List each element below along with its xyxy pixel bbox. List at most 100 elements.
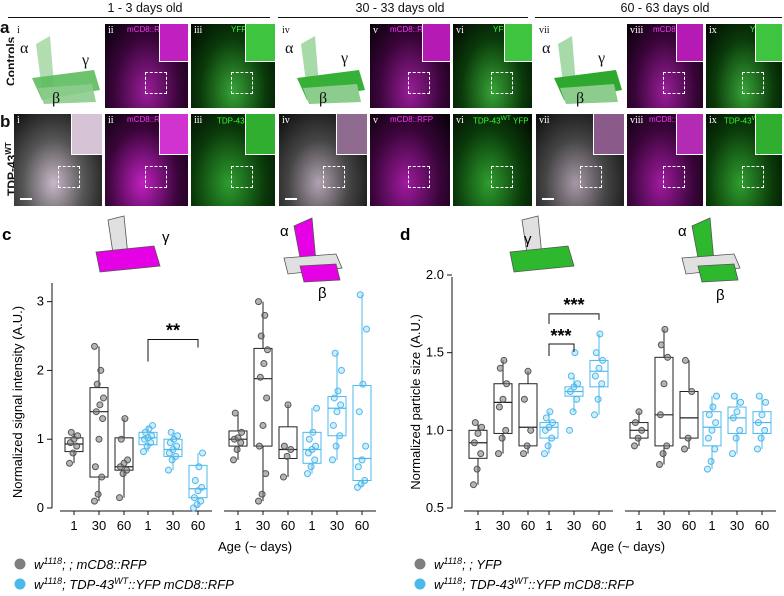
data-point: [688, 388, 696, 395]
data-point: [264, 346, 271, 354]
y-tick-label: 1.0: [426, 422, 444, 437]
data-point: [659, 450, 667, 458]
data-point: [599, 356, 607, 364]
data-point: [754, 419, 762, 427]
data-point: [149, 421, 156, 429]
data-point: [309, 428, 317, 436]
significance-bracket: [548, 313, 600, 324]
channel-label: mCD8::RFP: [653, 25, 697, 34]
significance-label: ***: [563, 295, 584, 315]
data-point: [729, 414, 737, 422]
panel-label-ix: ix: [709, 115, 717, 126]
data-point: [140, 448, 147, 456]
panel-label-vii: vii: [539, 115, 550, 126]
x-tick-label: 1: [635, 518, 642, 533]
panel-b-iii: iii TDP-43WT YFP: [191, 114, 275, 206]
data-point: [704, 465, 711, 473]
data-point: [520, 395, 528, 403]
beta-label: β: [576, 90, 585, 107]
data-point: [762, 398, 770, 406]
panel-a-schematic-vii: vii α γ β: [536, 24, 624, 108]
data-point: [705, 411, 713, 419]
panel-c-letter: c: [2, 225, 11, 244]
header-rule-2: [278, 17, 528, 18]
mushroom-body-schematic: [32, 36, 100, 104]
data-point: [354, 463, 362, 471]
y-tick-label: 3: [37, 294, 44, 309]
data-point: [713, 392, 720, 400]
data-point: [736, 426, 744, 434]
data-point: [470, 481, 477, 489]
panel-b-viii: viii mCD8::RFP: [627, 114, 703, 206]
data-point: [498, 434, 506, 442]
data-point: [69, 449, 77, 457]
data-point: [596, 330, 604, 338]
data-point: [233, 446, 241, 454]
alpha-label: α: [280, 223, 289, 240]
panel-label-vi: vi: [456, 115, 464, 126]
channel-label: TDP-43WT YFP: [473, 115, 529, 126]
y-tick-label: 2.0: [426, 267, 444, 282]
header-rule-3: [535, 17, 782, 18]
panel-label-iii: iii: [194, 115, 203, 126]
data-point: [304, 470, 311, 478]
significance-label: **: [166, 320, 180, 340]
header-col2: 30 - 33 days old: [355, 1, 445, 15]
legend-d-grey: w1118; ; YFP: [434, 556, 502, 572]
data-point: [93, 380, 101, 388]
data-point: [707, 457, 715, 465]
data-point: [499, 395, 507, 403]
data-point: [363, 325, 370, 333]
data-point: [165, 466, 172, 474]
panel-label-iv: iv: [282, 25, 290, 36]
data-point: [638, 426, 646, 434]
mushroom-body-schematic: [297, 36, 365, 104]
data-point: [334, 387, 342, 395]
data-point: [478, 423, 486, 431]
data-point: [755, 392, 763, 400]
panel-b-vii: vii: [536, 114, 624, 206]
data-point: [257, 332, 265, 340]
data-point: [631, 419, 639, 427]
panel-label-ii: ii: [108, 115, 114, 126]
data-point: [121, 415, 129, 423]
data-point: [684, 434, 692, 442]
data-point: [312, 442, 320, 450]
data-point: [496, 364, 504, 372]
significance-bracket: [147, 338, 199, 362]
d-xlabel: Age (~ days): [591, 539, 665, 554]
data-point: [173, 442, 181, 450]
data-point: [313, 404, 320, 412]
data-point: [541, 450, 548, 458]
data-point: [258, 490, 266, 498]
data-point: [595, 364, 603, 372]
data-point: [148, 432, 156, 440]
data-point: [660, 380, 668, 388]
data-point: [542, 414, 550, 422]
panel-label-ix: ix: [709, 25, 717, 36]
panel-label-iii: iii: [194, 25, 203, 36]
alpha-label: α: [285, 40, 294, 57]
panel-b-iv: iv: [279, 114, 367, 206]
data-point: [199, 449, 206, 457]
data-point: [711, 445, 719, 453]
data-point: [144, 434, 152, 442]
data-point: [709, 403, 717, 411]
x-tick-label: 60: [117, 518, 131, 533]
panel-a-schematic-i: i α γ β: [14, 24, 102, 108]
data-point: [330, 394, 338, 402]
gamma-label: γ: [82, 52, 90, 69]
data-point: [569, 408, 577, 416]
data-point: [280, 442, 288, 450]
channel-label: mCD8::RFP: [127, 115, 171, 124]
data-point: [116, 494, 123, 502]
data-point: [549, 419, 557, 427]
data-point: [238, 428, 246, 436]
data-point: [305, 435, 313, 443]
data-point: [91, 463, 99, 471]
data-point: [91, 342, 98, 350]
x-tick-label: 60: [281, 518, 295, 533]
panel-a-schematic-iv: iv α γ β: [279, 24, 367, 108]
legend-d: w1118; ; YFP w1118; TDP-43WT::YFP mCD8::…: [414, 556, 634, 592]
data-point: [573, 395, 581, 403]
